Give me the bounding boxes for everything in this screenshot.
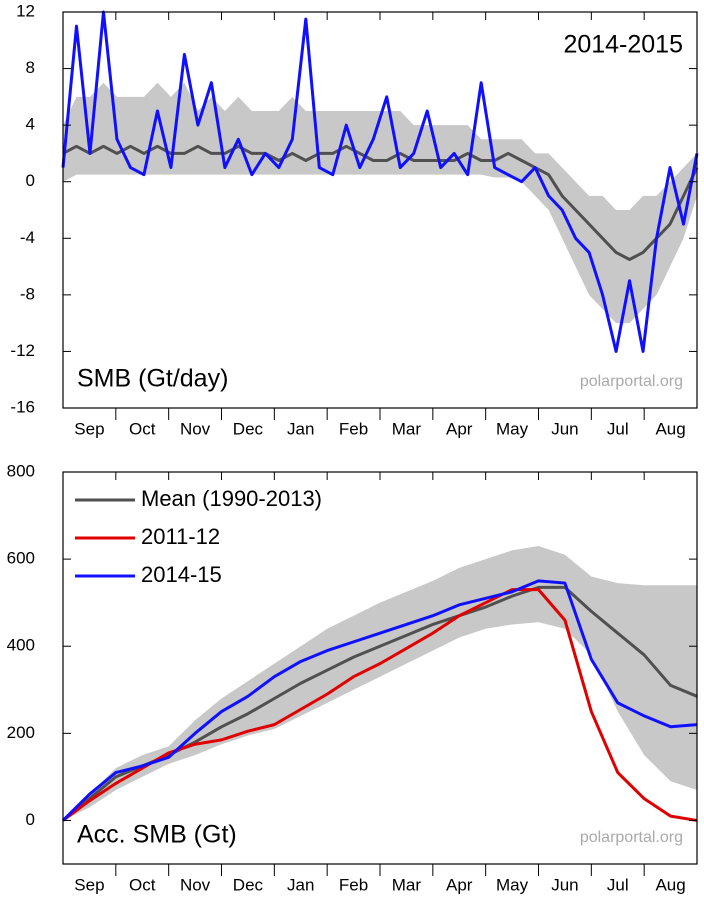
x-tick-label: May <box>496 419 529 438</box>
x-tick-label: Jan <box>287 419 314 438</box>
x-tick-label: Nov <box>180 419 211 438</box>
series-line <box>62 588 698 822</box>
legend-label: Mean (1990-2013) <box>141 486 322 511</box>
x-tick-label: Aug <box>655 419 685 438</box>
x-tick-label: Apr <box>446 875 473 894</box>
watermark: polarportal.org <box>580 829 683 846</box>
annotation: 2014-2015 <box>563 31 683 59</box>
y-tick-label: 12 <box>16 1 35 20</box>
series-line <box>61 579 698 822</box>
x-tick-label: Jan <box>287 875 314 894</box>
x-tick-label: Dec <box>233 875 264 894</box>
x-tick-label: Mar <box>392 419 422 438</box>
legend-label: 2014-15 <box>141 562 222 587</box>
y-tick-label: 0 <box>26 810 35 829</box>
y-tick-label: 400 <box>7 636 35 655</box>
series-line <box>61 10 699 353</box>
legend-label: 2011-12 <box>141 524 220 549</box>
x-tick-label: Nov <box>180 875 211 894</box>
x-tick-label: Jun <box>551 875 578 894</box>
x-tick-label: Feb <box>339 875 368 894</box>
x-tick-label: Aug <box>655 875 685 894</box>
x-tick-label: Jul <box>607 419 629 438</box>
y-tick-label: 200 <box>7 723 35 742</box>
range-band <box>63 546 697 821</box>
y-label: Acc. SMB (Gt) <box>77 821 237 849</box>
y-tick-label: 8 <box>26 58 35 77</box>
y-tick-label: -4 <box>20 228 35 247</box>
y-tick-label: 4 <box>26 115 35 134</box>
x-tick-label: Jun <box>551 419 578 438</box>
x-tick-label: Oct <box>129 419 156 438</box>
watermark: polarportal.org <box>580 373 683 390</box>
x-tick-label: Mar <box>392 875 422 894</box>
x-tick-label: Oct <box>129 875 156 894</box>
y-tick-label: -12 <box>10 341 35 360</box>
x-tick-label: Feb <box>339 419 368 438</box>
y-label: SMB (Gt/day) <box>77 365 228 393</box>
x-tick-label: Sep <box>74 875 104 894</box>
x-tick-label: Jul <box>607 875 629 894</box>
y-tick-label: 600 <box>7 549 35 568</box>
x-tick-label: Dec <box>233 419 264 438</box>
x-tick-label: Apr <box>446 419 473 438</box>
y-tick-label: -8 <box>20 284 35 303</box>
x-tick-label: Sep <box>74 419 104 438</box>
y-tick-label: 0 <box>26 171 35 190</box>
y-tick-label: -16 <box>10 397 35 416</box>
y-tick-label: 800 <box>7 461 35 480</box>
series-line <box>62 585 698 822</box>
x-tick-label: May <box>496 875 529 894</box>
